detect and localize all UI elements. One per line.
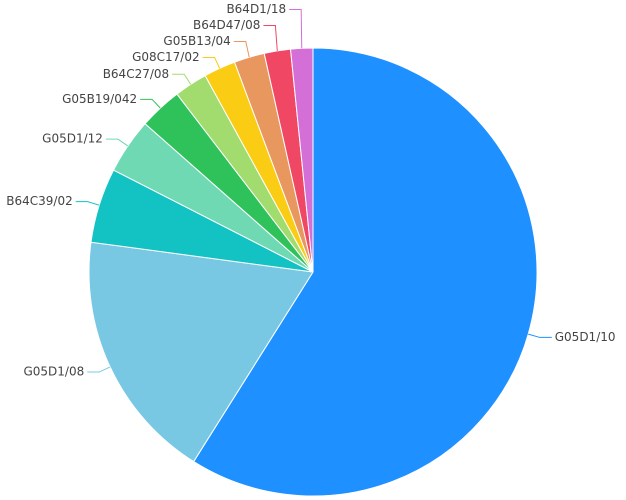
slice-label: G08C17/02: [132, 50, 200, 64]
leader-line: [87, 366, 111, 373]
slice-label: G05D1/10: [555, 330, 616, 344]
leader-line: [202, 56, 221, 69]
slice-label: B64C27/08: [103, 67, 169, 81]
pie-slice: [88, 241, 314, 463]
leader-line: [172, 73, 192, 85]
slice-label: B64D1/18: [226, 2, 286, 16]
slice-label: B64D47/08: [193, 18, 260, 32]
leader-line: [105, 138, 129, 147]
slice-label: G05D1/08: [23, 365, 84, 379]
leader-line: [233, 40, 250, 58]
leader-line: [140, 98, 161, 109]
leader-line: [528, 333, 552, 338]
slice-label: G05D1/12: [42, 132, 103, 146]
pie-slice: [192, 47, 538, 497]
leader-line: [75, 201, 100, 206]
leader-line: [263, 24, 278, 51]
slice-label: G05B19/042: [62, 92, 137, 106]
slice-label: G05B13/04: [163, 34, 230, 48]
leader-line: [289, 8, 303, 49]
slice-label: B64C39/02: [6, 194, 72, 208]
